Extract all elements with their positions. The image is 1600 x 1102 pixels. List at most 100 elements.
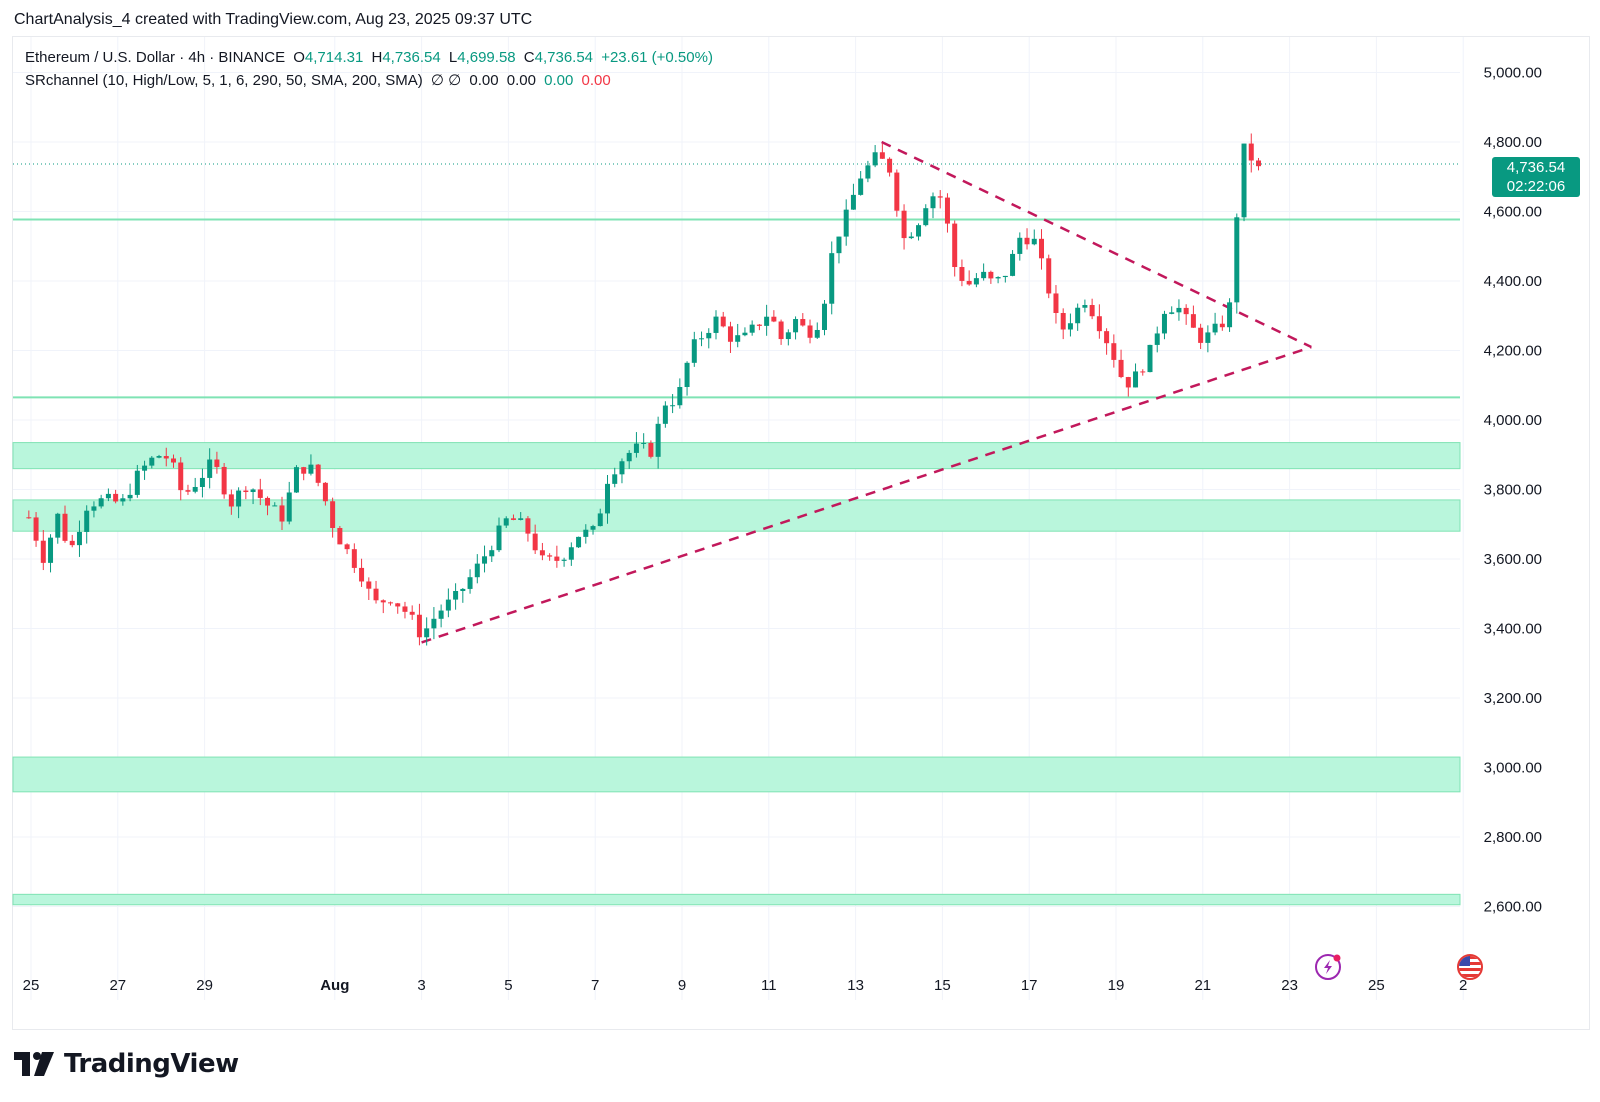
candle-body: [76, 531, 82, 546]
candle-body: [952, 223, 958, 268]
high-value: 4,736.54: [382, 49, 441, 66]
candle-body: [1241, 143, 1247, 218]
candle-body: [55, 513, 61, 538]
candle-body: [1053, 293, 1059, 314]
candle-body: [1133, 371, 1139, 388]
candle-body: [337, 527, 343, 545]
candle-body: [793, 319, 799, 333]
candle-body: [69, 540, 75, 546]
candle-body: [257, 489, 263, 498]
candle-body: [764, 316, 770, 326]
candle-body: [742, 332, 748, 336]
indicator-value-2: 0.00: [506, 72, 536, 89]
candle-body: [84, 510, 90, 532]
last-price-value: 4,736.54: [1506, 159, 1566, 176]
candle-body: [1089, 305, 1095, 317]
y-tick-label: 4,800.00: [1484, 134, 1542, 151]
candle-body: [785, 332, 791, 340]
candle-body: [720, 316, 726, 327]
candle-body: [684, 362, 690, 388]
candle-body: [286, 492, 292, 522]
candle-body: [330, 501, 336, 528]
us-flag-icon[interactable]: [1457, 954, 1483, 980]
candle-body: [1075, 307, 1081, 324]
candle-body: [105, 493, 111, 499]
y-tick-label: 2,800.00: [1484, 829, 1542, 846]
candle-body: [930, 196, 936, 209]
x-tick-label: 25: [1368, 977, 1385, 994]
x-tick-label: 27: [109, 977, 126, 994]
candle-body: [1219, 323, 1225, 328]
sr-zone: [12, 893, 1461, 906]
candle-body: [655, 423, 661, 457]
candle-body: [496, 525, 502, 551]
candle-body: [547, 555, 553, 557]
candle-body: [192, 486, 198, 492]
candle-body: [1154, 333, 1160, 345]
candle-body: [800, 319, 806, 326]
candle-body: [1067, 323, 1073, 330]
candle-body: [467, 577, 473, 589]
candle-body: [604, 483, 610, 514]
candle-body: [1176, 307, 1182, 313]
candle-body: [438, 610, 444, 619]
y-axis[interactable]: 2,600.00 2,800.00 3,000.00 3,200.00 3,400.00…: [1484, 65, 1542, 916]
y-tick-label: 3,400.00: [1484, 621, 1542, 638]
y-tick-label: 3,000.00: [1484, 760, 1542, 777]
candle-body: [62, 513, 68, 541]
candle-body: [416, 614, 422, 638]
candle-body: [395, 603, 401, 607]
y-tick-label: 4,000.00: [1484, 412, 1542, 429]
tradingview-logo[interactable]: TradingView: [14, 1049, 239, 1079]
open-label: O: [293, 49, 305, 66]
candle-body: [612, 474, 618, 484]
candle-body: [351, 549, 357, 568]
candle-body: [1212, 323, 1218, 333]
candle-body: [821, 303, 827, 330]
candle-body: [149, 457, 155, 466]
candle-body: [583, 529, 589, 537]
candle-body: [1198, 327, 1204, 343]
candle-body: [40, 540, 46, 563]
candle-body: [670, 405, 676, 407]
candle-body: [778, 321, 784, 340]
candle-body: [424, 628, 430, 638]
candle-body: [561, 559, 567, 561]
candle-body: [1125, 377, 1131, 388]
candle-body: [937, 196, 943, 198]
candle-body: [250, 489, 256, 493]
indicator-value-3: 0.00: [544, 72, 574, 89]
x-axis[interactable]: 25 27 29 Aug 3 5 7 9 11 13 15 17 19 21 23 25 2: [23, 977, 1468, 994]
indicator-label[interactable]: SRchannel (10, High/Low, 5, 1, 6, 290, 5…: [25, 72, 423, 89]
candle-body: [445, 599, 451, 611]
x-tick-label: 11: [761, 977, 777, 994]
candle-body: [568, 547, 574, 560]
candle-body: [850, 194, 856, 210]
x-tick-label: 15: [934, 977, 951, 994]
candle-body: [771, 316, 777, 322]
candle-body: [113, 493, 119, 502]
candle-body: [1046, 258, 1052, 294]
candle-body: [1111, 343, 1117, 360]
candle-body: [1118, 359, 1124, 378]
candle-body: [366, 581, 372, 589]
candle-body: [923, 208, 929, 226]
candle-body: [33, 517, 39, 541]
candle-body: [1183, 307, 1189, 315]
candle-body: [387, 602, 393, 604]
candle-body: [163, 456, 169, 459]
x-tick-label: 5: [504, 977, 512, 994]
candle-body: [662, 405, 668, 424]
candle-body: [727, 326, 733, 342]
x-tick-label: Aug: [320, 977, 349, 994]
ohlc-legend: Ethereum / U.S. Dollar · 4h · BINANCE O 4…: [25, 49, 717, 66]
candle-body: [409, 611, 415, 615]
candle-body: [359, 567, 365, 582]
symbol-label[interactable]: Ethereum / U.S. Dollar · 4h · BINANCE: [25, 49, 286, 66]
candle-body: [482, 556, 488, 564]
candle-body: [677, 387, 683, 406]
candle-body: [1255, 160, 1261, 167]
candle-body: [199, 477, 205, 487]
lightning-icon[interactable]: [1315, 954, 1341, 980]
